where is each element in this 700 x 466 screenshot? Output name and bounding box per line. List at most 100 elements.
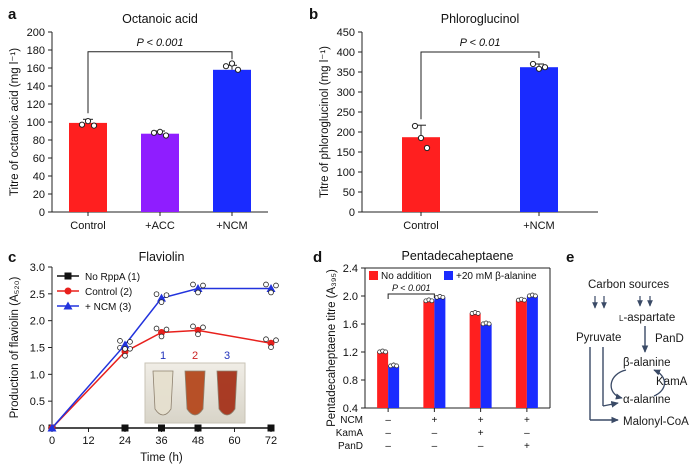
replicate-point [190, 281, 196, 288]
y-axis-label: Pentadecaheptaene titre (A₃₉₅) [326, 269, 338, 427]
chart-octanoic-acid: 0 20 40 60 80 100 120 140 160 180 200 Control +ACC +N… [9, 12, 268, 232]
series-marker [266, 283, 276, 292]
replicate-point [228, 60, 236, 67]
category-label: +NCM [523, 220, 554, 232]
replicate-point [263, 336, 269, 343]
replicate-point [273, 337, 279, 344]
bar [141, 133, 179, 212]
replicate-point [222, 63, 230, 70]
replicate-point [263, 281, 269, 288]
replicate-point [78, 121, 86, 128]
bar [520, 67, 558, 212]
legend-label: No RppA (1) [85, 272, 140, 283]
condition-mark: + [431, 415, 437, 426]
series-marker [158, 328, 165, 336]
significance-bracket [420, 51, 540, 120]
arrow-kama-cycle-right [653, 369, 666, 397]
series-marker [158, 424, 165, 432]
replicate-point [90, 122, 98, 129]
y-tick-label: 0.5 [30, 396, 45, 408]
significance-label: P < 0.001 [392, 283, 430, 293]
panel-label-d: d [313, 249, 322, 266]
kama-label: KamA [656, 376, 688, 388]
tube-label: 1 [160, 350, 166, 362]
replicate-point [273, 282, 279, 289]
bar [377, 352, 389, 408]
y-tick-label: 400 [337, 47, 355, 59]
series-marker [194, 424, 202, 432]
chart-pentadecaheptaene: 0.4 0.8 1.2 1.6 2.0 2.4 Pentadecaheptaene Penta… [326, 249, 551, 452]
replicate-point [122, 352, 128, 359]
y-axis-label: Titre of octanoic acid (mg l⁻¹) [9, 48, 21, 196]
y-tick-label: 300 [337, 87, 355, 99]
replicate-point [153, 291, 160, 297]
category-label: +ACC [145, 220, 175, 232]
x-tick-label: 72 [265, 435, 277, 447]
alpha-alanine-label: α-alanine [623, 394, 671, 406]
y-tick-label: 50 [343, 187, 355, 199]
y-tick-label: 100 [337, 167, 355, 179]
x-tick-label: 0 [49, 435, 55, 447]
panel-label-a: a [8, 6, 17, 23]
y-tick-label: 2.0 [343, 291, 358, 303]
replicate-point [394, 363, 399, 369]
chart-title: Pentadecaheptaene [402, 249, 514, 263]
x-tick-label: 60 [228, 435, 240, 447]
arrow-kama-cycle-left [610, 369, 627, 400]
replicate-point [423, 144, 431, 152]
replicate-point [195, 289, 201, 296]
replicate-point [163, 292, 170, 298]
legend-label: + NCM (3) [85, 302, 131, 313]
replicate-point [417, 134, 425, 142]
y-tick-label: 0.8 [343, 375, 358, 387]
y-tick-label: 1.0 [30, 369, 45, 381]
replicate-point [383, 349, 388, 355]
condition-mark: + [524, 415, 530, 426]
bar [480, 324, 492, 408]
y-tick-label: 200 [27, 27, 45, 39]
condition-mark: – [385, 428, 391, 439]
chart-title: Octanoic acid [122, 12, 198, 26]
legend-marker [63, 301, 73, 310]
arrow-pyruvate-to-alpha-alanine [602, 401, 619, 408]
chart-phloroglucinol: 0 50 100 150 200 250 300 350 400 450 Control +NCM P … [319, 12, 598, 232]
bar [434, 297, 446, 408]
replicate-point [440, 294, 446, 300]
panel-label-b: b [309, 6, 318, 23]
condition-mark: + [478, 428, 484, 439]
y-tick-label: 1.2 [343, 347, 358, 359]
y-tick-label: 160 [27, 63, 45, 75]
replicate-point [158, 333, 165, 340]
y-tick-label: 2.0 [30, 316, 45, 328]
bar [526, 296, 538, 408]
replicate-point [153, 325, 160, 332]
significance-label: P < 0.01 [460, 37, 501, 49]
replicate-point [268, 344, 274, 351]
series-marker [194, 326, 202, 334]
pyruvate-label: Pyruvate [576, 332, 621, 344]
legend-label: +20 mM β-alanine [456, 271, 537, 282]
y-tick-label: 2.5 [30, 289, 45, 301]
beta-alanine-label: β-alanine [623, 357, 671, 369]
condition-mark: – [432, 428, 438, 439]
y-tick-label: 2.4 [343, 263, 358, 275]
bar [213, 69, 251, 212]
pand-label: PanD [655, 333, 684, 345]
l-aspartate-label: L-aspartate [619, 312, 675, 324]
replicate-point [158, 299, 165, 305]
panel-label-e: e [566, 249, 574, 266]
condition-label: KamA [336, 428, 364, 439]
significance-bracket [387, 293, 435, 299]
condition-mark: + [478, 415, 484, 426]
condition-label: PanD [338, 441, 363, 452]
x-tick-label: 12 [82, 435, 94, 447]
y-tick-label: 20 [33, 189, 45, 201]
y-tick-label: 200 [337, 127, 355, 139]
replicate-point [156, 128, 164, 135]
legend-marker [64, 272, 72, 280]
replicate-point [127, 339, 133, 345]
malonyl-coa-label: Malonyl-CoA [623, 416, 689, 428]
series-marker [120, 340, 130, 349]
